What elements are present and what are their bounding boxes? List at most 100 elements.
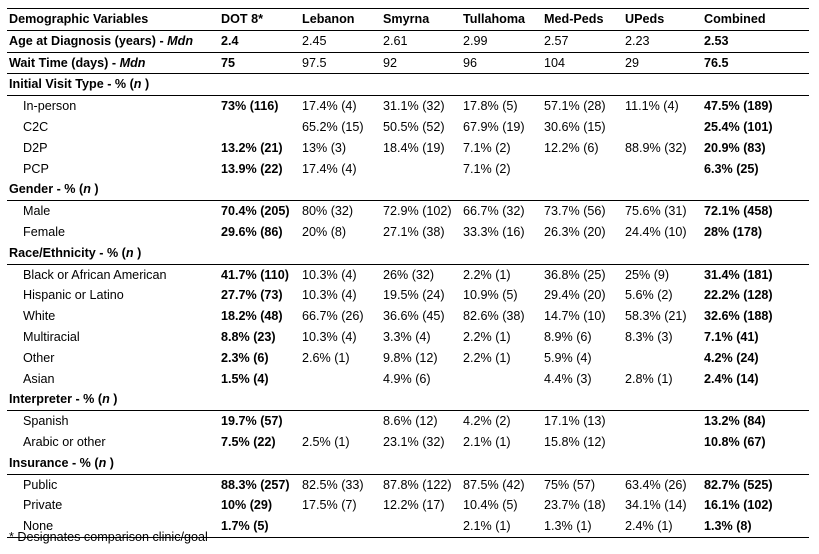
cell-value: 16.1% (102) (704, 498, 773, 513)
cell-value: 2.2% (1) (463, 329, 511, 344)
cell-value: 72.1% (458) (704, 204, 773, 219)
section-title: Interpreter - % (n ) (7, 389, 809, 412)
cell-value: 18.2% (48) (221, 309, 283, 324)
row-label: Spanish (23, 414, 69, 429)
stat-value: 2.61 (381, 30, 461, 53)
cell-value: 17.8% (5) (463, 99, 518, 114)
cell-value: 4.2% (2) (463, 414, 511, 429)
label-suffix: ) (141, 77, 150, 92)
label-text: Race/Ethnicity - % ( (9, 245, 126, 260)
cell-value: 28% (178) (704, 224, 763, 239)
cell-value: 34.1% (14) (625, 498, 687, 513)
cell-value: 75.6% (31) (625, 204, 687, 219)
label-emphasis: Mdn (119, 55, 146, 70)
cell-value: 87.5% (42) (463, 477, 525, 492)
label-text: Insurance - % ( (9, 455, 99, 470)
section-header-row: Interpreter - % (n ) (7, 389, 809, 412)
stat-value: 2.4 (219, 30, 300, 53)
stat-value: 2.45 (300, 30, 381, 53)
cell-value: 2.2% (1) (463, 350, 511, 365)
cell-value: 25.4% (101) (704, 119, 773, 134)
cell-value (542, 159, 623, 180)
cell-value (300, 369, 381, 390)
label-text: Wait Time (days) - (9, 55, 120, 70)
section-header-row: Race/Ethnicity - % (n ) (7, 242, 809, 265)
table-row: D2P 13.2% (21) 13% (3) 18.4% (19) 7.1% (2) 12… (7, 138, 809, 159)
cell-value: 10.3% (4) (302, 329, 357, 344)
table-row: Private 10% (29) 17.5% (7) 12.2% (17) 10.4% … (7, 495, 809, 516)
stat-value: 29 (623, 52, 702, 75)
cell-value: 9.8% (12) (383, 350, 438, 365)
cell-value: 88.9% (32) (625, 140, 687, 155)
table-row: Female 29.6% (86) 20% (8) 27.1% (38) 33.3% (… (7, 222, 809, 243)
cell-value (623, 117, 702, 138)
stat-label: Wait Time (days) - Mdn (7, 52, 219, 75)
cell-value: 2.5% (1) (302, 434, 350, 449)
cell-value: 2.1% (1) (463, 434, 511, 449)
row-label: Public (23, 477, 58, 492)
cell-value: 8.6% (12) (383, 414, 438, 429)
label-emphasis: n (83, 182, 91, 197)
header-lebanon: Lebanon (300, 8, 381, 31)
table-row: In-person 73% (116) 17.4% (4) 31.1% (32) 17.… (7, 96, 809, 117)
cell-value: 2.8% (1) (625, 371, 673, 386)
demographics-table: Demographic Variables DOT 8* Lebanon Smy… (7, 8, 809, 538)
cell-value: 15.8% (12) (544, 434, 606, 449)
cell-value: 3.3% (4) (383, 329, 431, 344)
cell-value: 17.4% (4) (302, 161, 357, 176)
label-text: Gender - % ( (9, 182, 84, 197)
table-row: PCP 13.9% (22) 17.4% (4) 7.1% (2) 6.3% (25) (7, 159, 809, 180)
cell-value: 13% (3) (302, 140, 347, 155)
cell-value: 13.9% (22) (221, 161, 283, 176)
table-row: Public 88.3% (257) 82.5% (33) 87.8% (122) 87… (7, 474, 809, 495)
cell-value: 36.6% (45) (383, 309, 445, 324)
cell-value: 1.3% (8) (702, 516, 809, 538)
cell-value: 17.1% (13) (544, 414, 606, 429)
stat-value: 97.5 (300, 52, 381, 75)
header-smyrna: Smyrna (381, 8, 461, 31)
header-dot8: DOT 8* (219, 8, 300, 31)
cell-value: 11.1% (4) (625, 99, 679, 114)
label-suffix: ) (90, 182, 99, 197)
cell-value: 24.4% (10) (625, 224, 687, 239)
cell-value: 8.8% (23) (221, 329, 276, 344)
cell-value: 13.2% (84) (704, 414, 766, 429)
table-row: C2C 65.2% (15) 50.5% (52) 67.9% (19) 30.6% (… (7, 117, 809, 138)
stat-value: 2.53 (702, 30, 809, 53)
stat-row: Age at Diagnosis (years) - Mdn 2.4 2.45 2.6… (7, 30, 809, 53)
cell-value: 80% (32) (302, 204, 354, 219)
cell-value: 10.3% (4) (302, 288, 357, 303)
table-row: None 1.7% (5) 2.1% (1) 1.3% (1) 2.4% (1) 1.3%… (7, 516, 809, 538)
row-label: White (23, 309, 56, 324)
cell-value (300, 516, 381, 538)
cell-value: 26.3% (20) (544, 224, 606, 239)
cell-value: 1.7% (5) (219, 516, 300, 538)
cell-value: 14.7% (10) (544, 309, 606, 324)
stat-value: 76.5 (702, 52, 809, 75)
cell-value: 19.5% (24) (383, 288, 445, 303)
row-label: Other (23, 350, 55, 365)
label-emphasis: n (102, 392, 110, 407)
cell-value: 31.4% (181) (704, 267, 773, 282)
section-title: Initial Visit Type - % (n ) (7, 73, 809, 97)
cell-value: 82.7% (525) (704, 477, 773, 492)
header-upeds: UPeds (623, 8, 702, 31)
table-row: Other 2.3% (6) 2.6% (1) 9.8% (12) 2.2% (1) 5.… (7, 348, 809, 369)
row-label: None (7, 516, 219, 538)
row-label: In-person (23, 99, 77, 114)
row-label: C2C (23, 119, 49, 134)
cell-value: 25% (9) (625, 267, 670, 282)
label-suffix: ) (109, 392, 118, 407)
label-text: Initial Visit Type - % ( (9, 77, 134, 92)
cell-value: 88.3% (257) (221, 477, 290, 492)
cell-value: 67.9% (19) (463, 119, 525, 134)
cell-value: 2.4% (14) (704, 371, 759, 386)
section-header-row: Gender - % (n ) (7, 179, 809, 202)
section-title: Insurance - % (n ) (7, 452, 809, 475)
header-variables: Demographic Variables (7, 8, 219, 31)
cell-value: 50.5% (52) (383, 119, 445, 134)
cell-value: 10% (29) (221, 498, 273, 513)
cell-value: 12.2% (6) (544, 140, 599, 155)
row-label: Hispanic or Latino (23, 288, 124, 303)
cell-value: 8.9% (6) (544, 329, 592, 344)
